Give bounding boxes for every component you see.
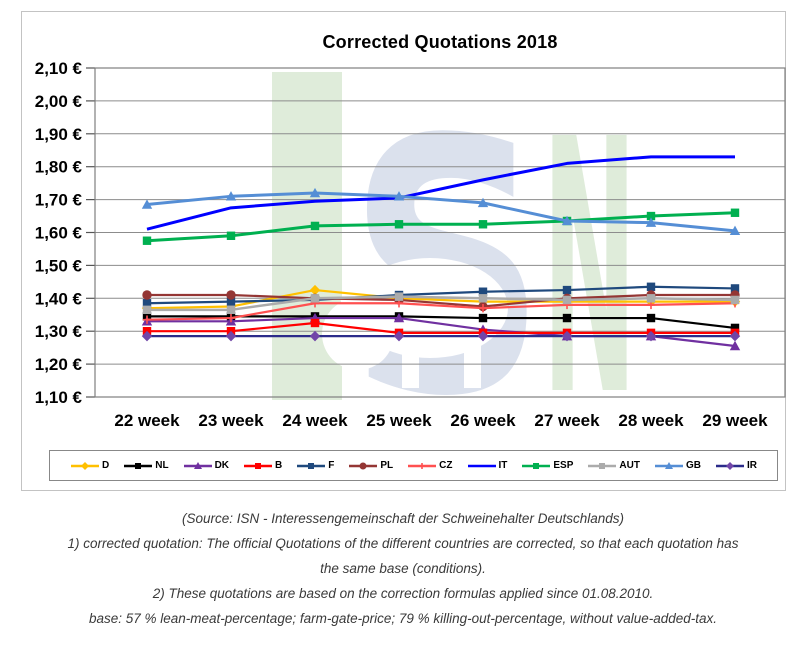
legend-swatch-IR: [715, 461, 744, 470]
legend-label: DK: [214, 460, 230, 471]
legend-swatch-GB: [654, 461, 683, 469]
series-IR: [141, 330, 741, 342]
y-tick-label: 2,10 €: [35, 59, 83, 78]
legend-swatch-IT: [467, 464, 496, 467]
footer-source-line: (Source: ISN - Interessengemeinschaft de…: [182, 511, 624, 526]
y-tick-label: 1,20 €: [35, 355, 83, 374]
x-tick-label: 22 week: [114, 411, 180, 430]
chart-panel: SN2,10 €2,00 €1,90 €1,80 €1,70 €1,60 €1,…: [21, 11, 786, 491]
legend-label: IT: [498, 460, 508, 471]
legend-label: D: [102, 460, 110, 471]
legend-item-IT: IT: [467, 460, 508, 472]
footer-base-line: base: 57 % lean-meat-percentage; farm-ga…: [88, 611, 718, 626]
y-tick-label: 1,90 €: [35, 125, 83, 144]
legend-label: F: [328, 460, 335, 471]
x-tick-label: 25 week: [366, 411, 432, 430]
svg-text:N: N: [542, 65, 637, 473]
legend-swatch-ESP: [522, 462, 551, 469]
legend-swatch-CZ: [408, 462, 437, 469]
series-IT: [146, 155, 735, 231]
footer-note-1: 1) corrected quotation: The official Quo…: [67, 536, 739, 551]
y-tick-label: 2,00 €: [35, 92, 83, 111]
legend-item-PL: PL: [348, 460, 393, 472]
legend-label: ESP: [553, 460, 574, 471]
legend-swatch-B: [244, 462, 273, 469]
y-tick-label: 1,10 €: [35, 388, 83, 407]
y-tick-label: 1,60 €: [35, 224, 83, 243]
x-tick-label: 26 week: [450, 411, 516, 430]
plot-svg: SN2,10 €2,00 €1,90 €1,80 €1,70 €1,60 €1,…: [35, 59, 786, 473]
x-tick-label: 28 week: [618, 411, 684, 430]
series-CZ: [142, 299, 740, 324]
legend-item-D: D: [70, 460, 109, 472]
legend: D NL DK B F PL CZ IT ESP AUT GB IR: [49, 450, 778, 481]
x-axis-labels: 22 week 23 week 24 week 25 week 26 week 27 we…: [114, 411, 768, 430]
series-AUT: [142, 292, 740, 315]
x-tick-label: 23 week: [198, 411, 264, 430]
legend-swatch-F: [297, 462, 326, 469]
y-tick-label: 1,80 €: [35, 158, 83, 177]
legend-label: IR: [746, 460, 757, 471]
chart-title: Corrected Quotations 2018: [322, 32, 558, 52]
plot-border: [94, 67, 786, 398]
legend-swatch-DK: [183, 461, 212, 469]
legend-swatch-AUT: [588, 462, 617, 469]
legend-label: PL: [380, 460, 394, 471]
x-tick-label: 27 week: [534, 411, 600, 430]
legend-swatch-NL: [124, 462, 153, 469]
legend-label: GB: [685, 460, 701, 471]
footer-note-1b: the same base (conditions).: [320, 561, 486, 576]
y-tick-label: 1,40 €: [35, 289, 83, 308]
legend-swatch-PL: [349, 462, 378, 469]
series-GB: [141, 187, 741, 236]
legend-item-B: B: [243, 460, 282, 472]
legend-item-CZ: CZ: [407, 460, 453, 472]
legend-label: B: [275, 460, 283, 471]
legend-label: CZ: [439, 460, 453, 471]
legend-label: AUT: [619, 460, 640, 471]
footer-note-2: 2) These quotations are based on the cor…: [152, 586, 654, 601]
legend-item-F: F: [296, 460, 334, 472]
legend-label: NL: [155, 460, 169, 471]
legend-swatch-D: [71, 461, 99, 470]
legend-item-NL: NL: [123, 460, 169, 472]
y-tick-label: 1,50 €: [35, 256, 83, 275]
footer: (Source: ISN - Interessengemeinschaft de…: [0, 506, 806, 631]
legend-item-ESP: ESP: [521, 460, 573, 472]
legend-item-GB: GB: [654, 460, 701, 472]
x-tick-label: 24 week: [282, 411, 348, 430]
y-tick-label: 1,70 €: [35, 191, 83, 210]
legend-item-AUT: AUT: [587, 460, 640, 472]
y-tick-label: 1,30 €: [35, 322, 83, 341]
legend-item-DK: DK: [183, 460, 229, 472]
x-tick-label: 29 week: [702, 411, 768, 430]
legend-item-IR: IR: [715, 460, 757, 472]
